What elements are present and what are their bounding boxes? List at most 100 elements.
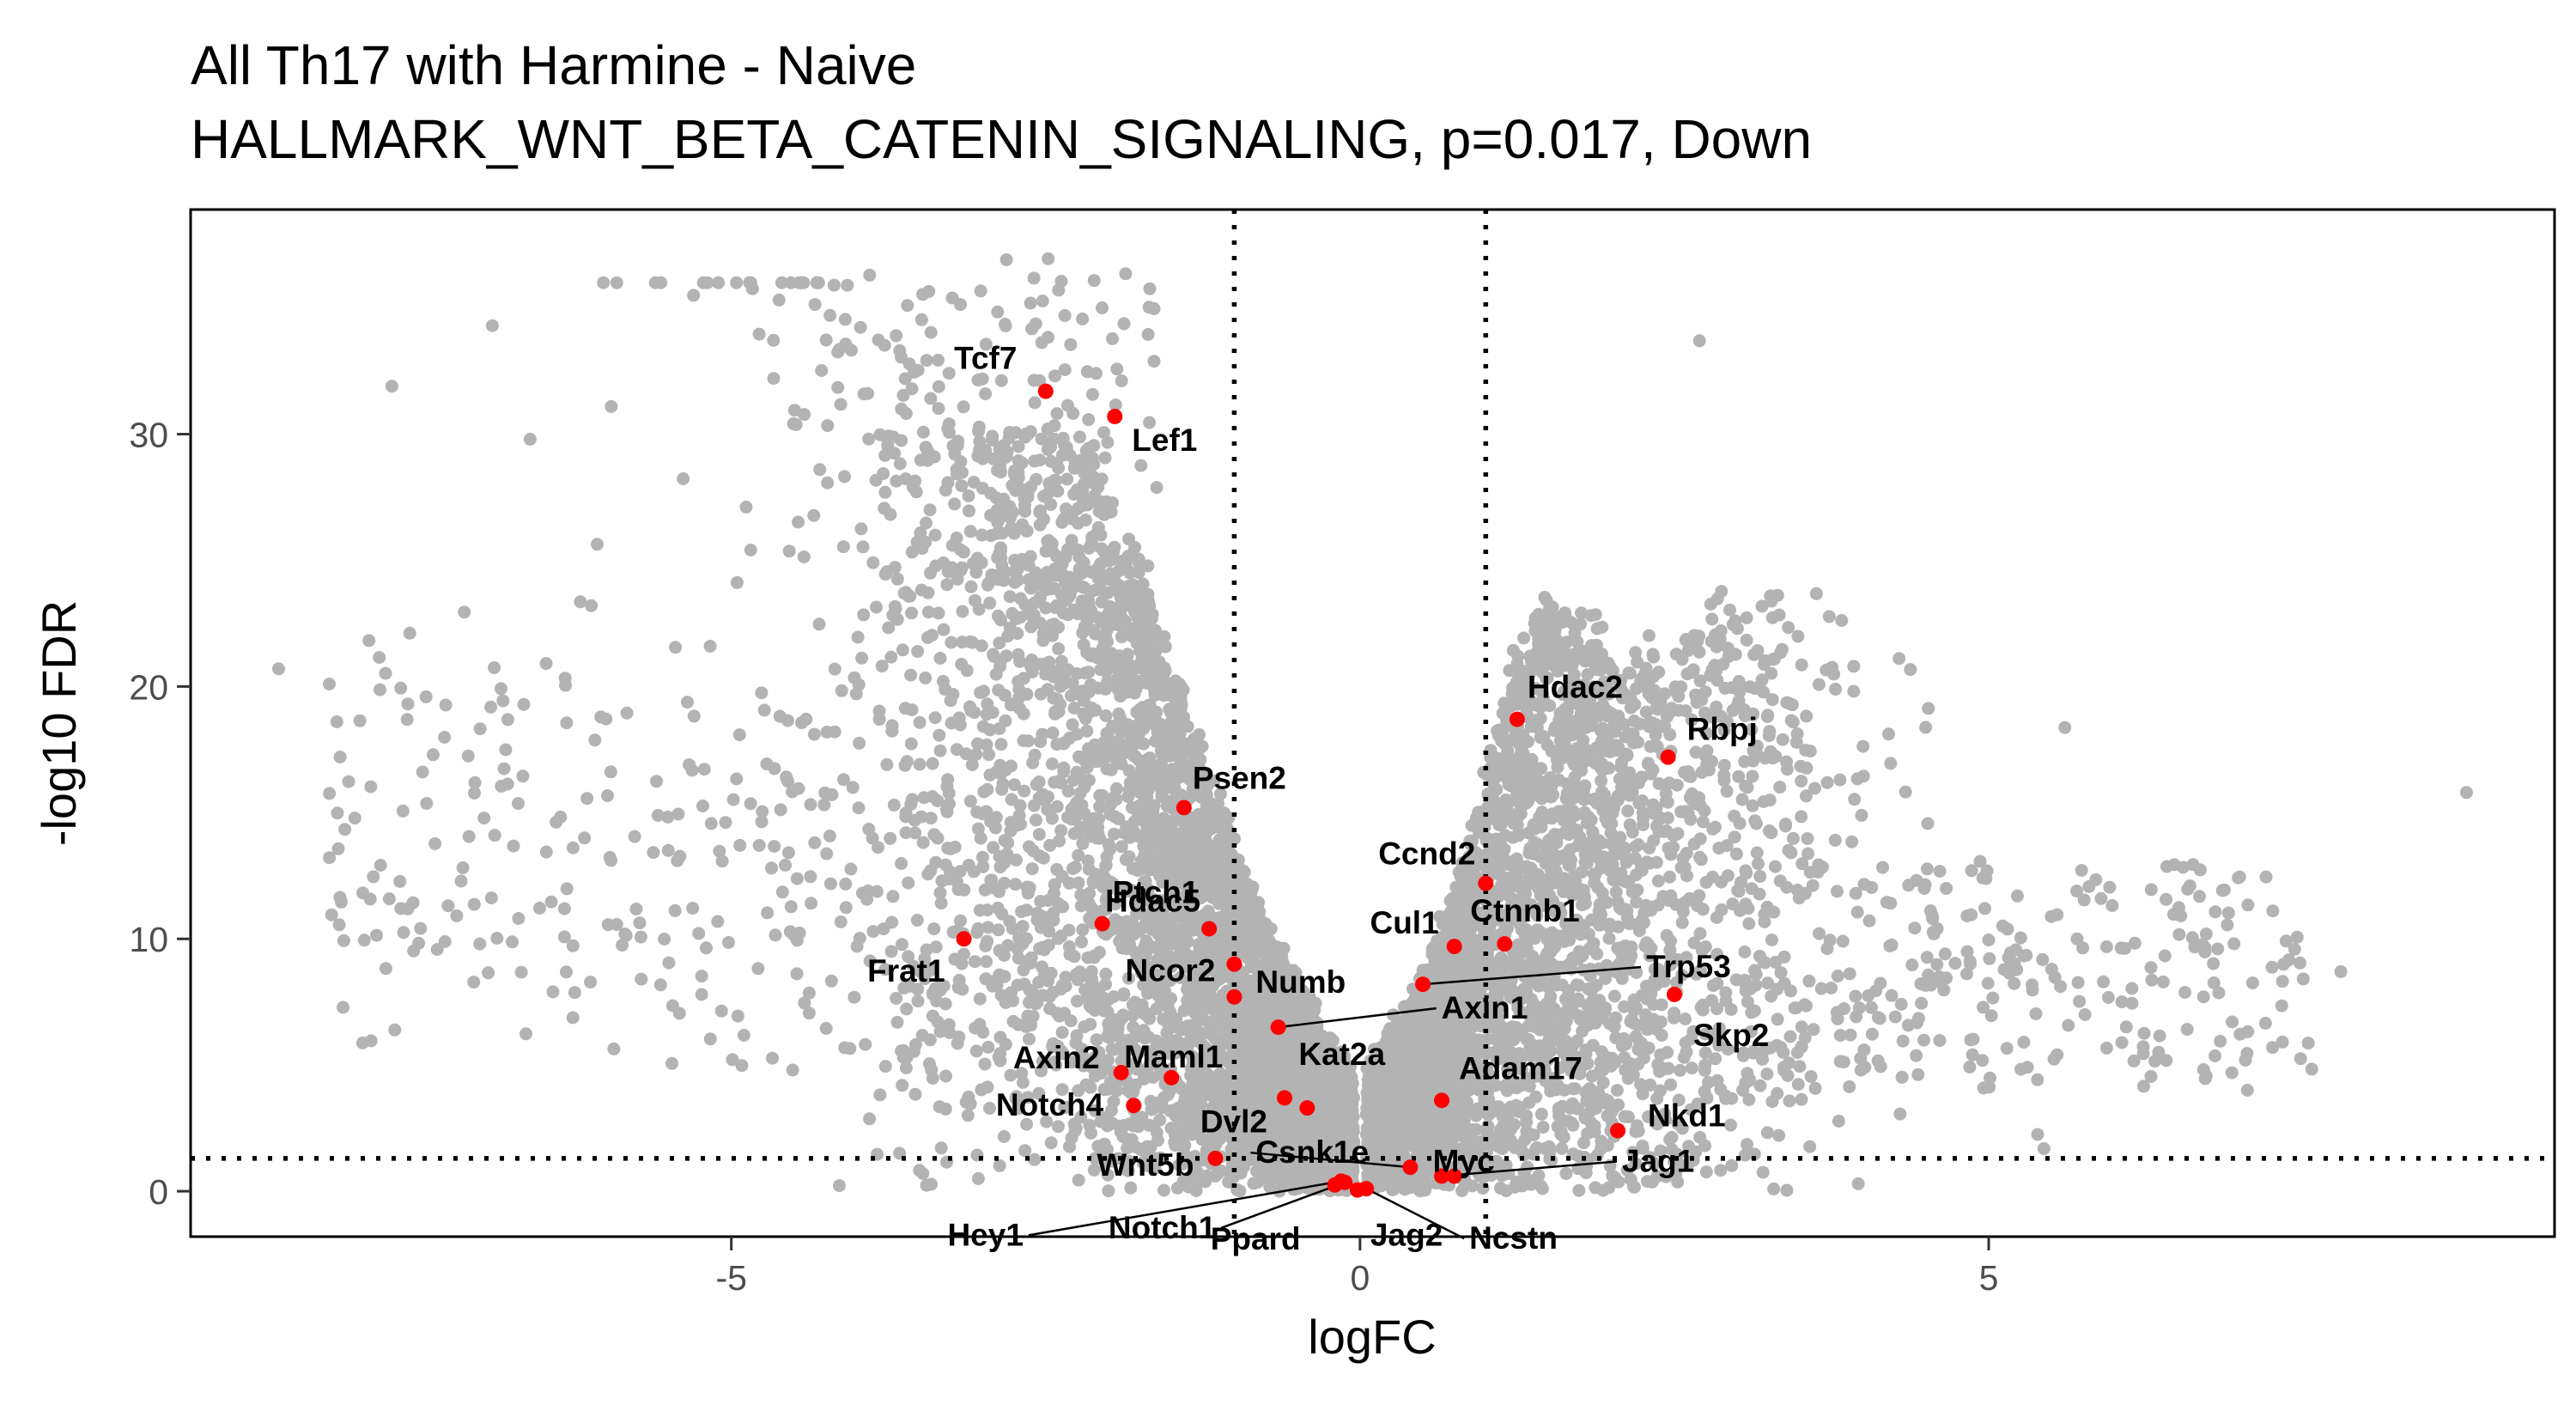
gene-point [798,408,811,422]
gene-point [823,830,836,842]
gene-point [939,803,953,817]
gene-point [823,308,837,322]
gene-point [908,826,922,840]
gene-point [1135,762,1149,775]
gene-point [1181,994,1194,1007]
gene-point [929,559,943,573]
gene-point [953,543,967,556]
gene-point [838,313,852,326]
gene-point [857,608,871,622]
gene-point [896,643,909,657]
gene-point [712,276,726,289]
gene-point [700,941,713,955]
gene-point [1054,697,1067,711]
gene-point [1080,724,1094,738]
gene-point [808,836,822,849]
gene-point [1259,917,1273,931]
gene-point [1153,734,1167,748]
gene-point [739,501,753,514]
gene-point [925,1177,938,1191]
gene-point [1157,1013,1170,1026]
gene-point [1229,976,1242,989]
gene-point [1066,774,1080,788]
gene-point [1050,665,1064,678]
gene-point [1052,775,1066,788]
gene-point [1084,1080,1097,1094]
gene-point [921,605,935,619]
gene-point [1249,1080,1263,1094]
gene-point [1175,1082,1188,1096]
gene-point [851,630,865,644]
gene-point [1012,702,1026,715]
gene-point [1280,1171,1294,1183]
gene-point [845,344,858,357]
gene-point [1015,905,1029,919]
gene-point [1042,939,1055,952]
gene-point [1005,921,1019,935]
gene-point [994,654,1008,667]
gene-point [681,696,694,709]
gene-point [913,757,927,771]
gene-point [1919,721,1933,734]
gene-point [1029,566,1042,580]
gene-point [1057,737,1071,751]
gene-point [910,914,924,927]
gene-point [1331,1120,1345,1134]
gene-point [1174,702,1188,715]
gene-point [981,934,994,948]
gene-point [975,1083,988,1097]
gene-point [1115,928,1129,942]
gene-point [1044,454,1058,468]
gene-point [999,714,1012,727]
gene-point [1075,935,1088,949]
gene-point [1791,629,1805,643]
gene-point [1045,757,1059,770]
gene-point [1261,1081,1275,1095]
gene-point [1204,867,1218,881]
gene-point [1259,1047,1273,1061]
gene-point [968,955,981,969]
gene-point [1127,825,1141,839]
gene-point [939,1069,952,1083]
gene-point [1078,666,1092,680]
gene-point [873,1088,887,1102]
gene-point [981,921,995,934]
gene-point [1003,500,1017,514]
gene-point [1128,750,1142,763]
gene-point [990,503,1004,517]
gene-point [939,683,952,696]
gene-point [1028,748,1042,762]
gene-point [993,944,1006,958]
gene-point [1170,1124,1183,1138]
gene-point [878,338,891,352]
gene-point [1820,775,1834,789]
gene-point [1005,759,1018,773]
gene-point [1042,790,1054,804]
gene-point [1087,1163,1101,1177]
gene-point [1068,458,1082,471]
gene-point [1008,467,1021,481]
gene-point [1070,727,1084,741]
gene-point [841,278,854,292]
gene-point [1024,957,1037,970]
gene-point [1321,1073,1334,1086]
gene-point [968,593,981,607]
gene-point [1012,675,1025,689]
gene-point [1107,990,1121,1004]
gene-point [899,1061,913,1074]
gene-point [1033,518,1047,532]
gene-point [703,640,717,653]
gene-point [963,794,977,808]
gene-point [1030,913,1044,927]
gene-point [1122,763,1136,777]
gene-point [1242,998,1255,1012]
gene-point [1017,733,1030,747]
gene-point [956,605,969,618]
gene-point [1266,1005,1279,1019]
gene-point [993,1031,1007,1044]
gene-point [970,806,984,819]
gene-point [1010,853,1023,867]
gene-point [1884,757,1898,770]
gene-point [821,419,835,433]
gene-point [1899,785,1912,799]
